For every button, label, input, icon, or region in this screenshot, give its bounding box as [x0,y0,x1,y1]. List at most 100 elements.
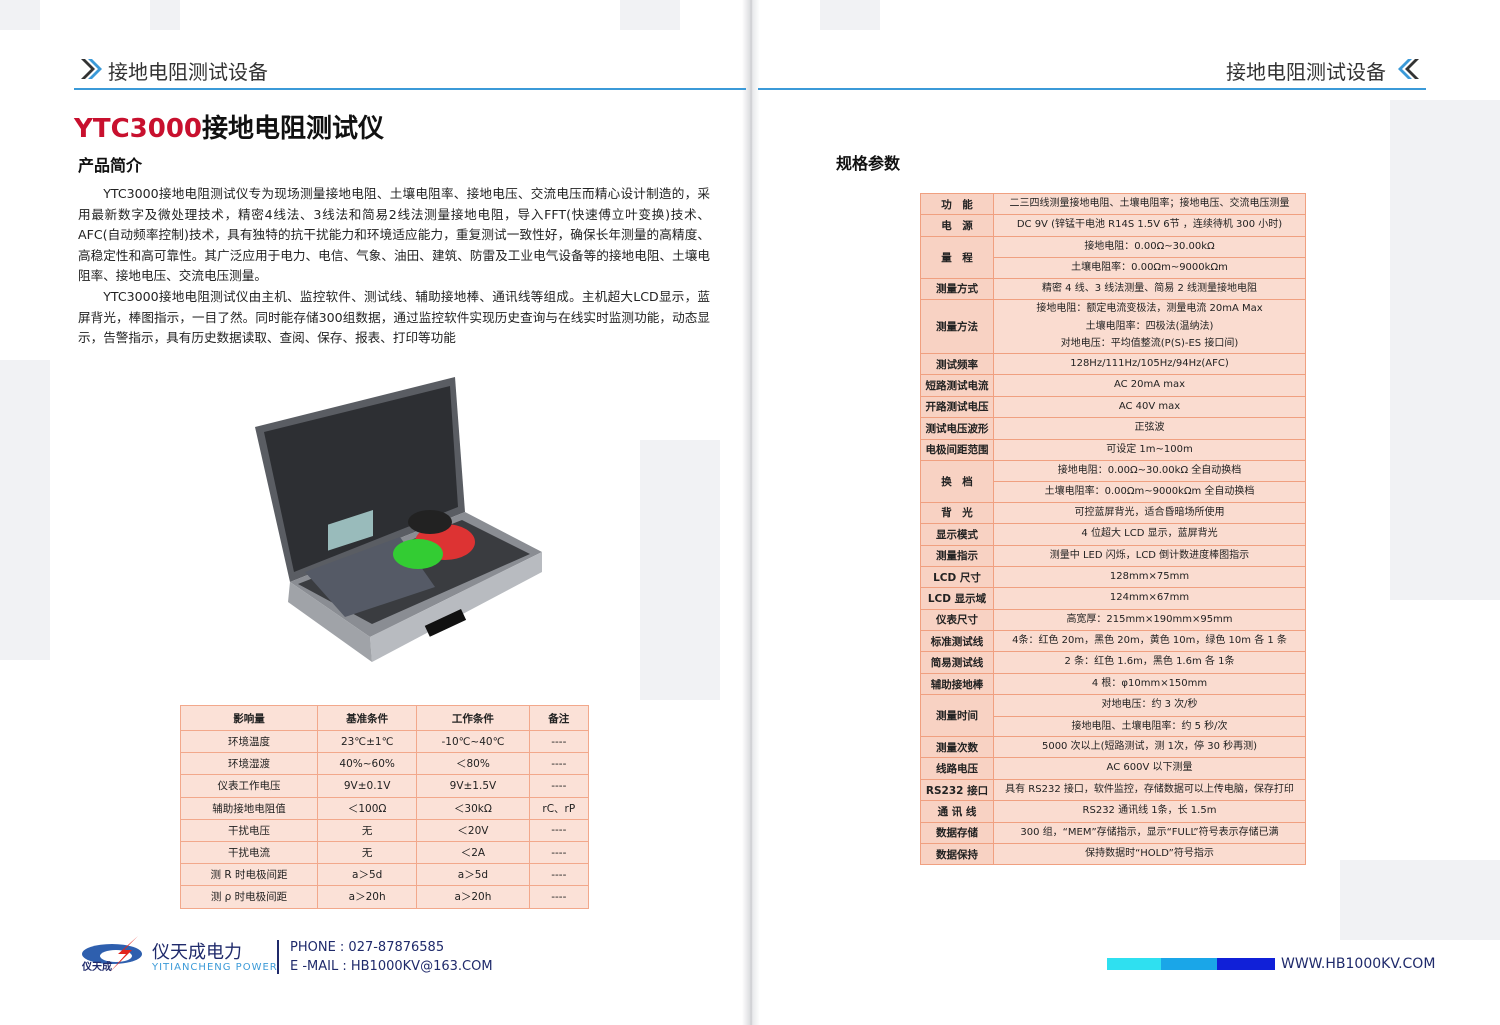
spec-value: 正弦波 [1134,422,1165,434]
table-row: 仪表工作电压 9V±0.1V 9V±1.5V ---- [179,774,590,798]
spec-values: 可控蓝屏背光，适合昏暗场所使用 [994,503,1305,523]
spec-row: 测试电压波形 正弦波 [921,418,1305,440]
spec-values: 接地电阻：0.00Ω~30.00kΩ 全自动换档 土壤电阻率：0.00Ωm~900… [994,461,1305,502]
spec-value: 测量中 LED 闪烁，LCD 倒计数进度棒图指示 [1049,549,1250,561]
table-cell: 仪表工作电压 [179,774,319,798]
spec-row: 线路电压 AC 600V 以下测量 [921,758,1305,780]
spec-value: RS232 通讯线 1条，长 1.5m [1082,805,1217,817]
svg-text:仪天成: 仪天成 [81,960,112,973]
bg-square [150,0,180,30]
table-cell: ---- [528,774,590,798]
color-bar [1161,958,1217,970]
table-cell: 23℃±1℃ [317,729,418,754]
bg-square [0,360,50,660]
spec-values: 128mm×75mm [994,567,1305,587]
table-cell: -10℃~40℃ [416,729,530,754]
table-cell: a＞5d [317,863,418,887]
section-header-right: 接地电阻测试设备 [1226,60,1386,84]
product-title: YTC3000接地电阻测试仪 [74,114,385,144]
table-row: 辅助接地电阻值 ＜100Ω ＜30kΩ rC、rP [179,796,590,820]
spec-label: 线路电压 [921,758,994,779]
spec-label: 数据存储 [921,822,994,843]
company-logo: 仪天成 [81,936,142,973]
spec-label: 测量方式 [921,278,994,299]
table-row: 环境温度 23℃±1℃ -10℃~40℃ ---- [179,729,590,754]
spec-row: 测量方式 精密 4 线、3 线法测量、简易 2 线测量接地电阻 [921,278,1305,300]
table-cell: ---- [528,885,590,909]
chevron-left-icon [1398,59,1419,79]
spec-label: 短路测试电流 [921,375,994,396]
spec-row: 标准测试线 4条：红色 20m，黑色 20m，黄色 10m，绿色 10m 各 1 … [921,631,1305,653]
spec-row: 功 能 二三四线测量接地电阻、土壤电阻率；接地电压、交流电压测量 [921,194,1305,216]
spec-label: RS232 接口 [921,779,994,801]
spec-row: 数据保持 保持数据时“HOLD”符号指示 [921,844,1305,865]
spec-row: 测试频率 128Hz/111Hz/105Hz/94Hz(AFC) [921,354,1305,376]
spec-values: 4条：红色 20m，黑色 20m，黄色 10m，绿色 10m 各 1 条 [994,631,1305,651]
table-row: 测 ρ 时电极间距 a＞20h a＞20h ---- [179,885,590,909]
color-bar [1217,958,1275,970]
page-fold [742,0,760,1025]
table-cell: ---- [528,729,590,754]
spec-values: 高宽厚：215mm×190mm×95mm [994,610,1305,630]
table-cell: 40%~60% [317,752,418,776]
spec-row: 辅助接地棒 4 根：φ10mm×150mm [921,673,1305,696]
spec-value: AC 600V 以下测量 [1106,762,1193,774]
table-row: 干扰电流无＜2A ---- [179,840,590,865]
website: WWW.HB1000KV.COM [1281,956,1436,972]
spec-value: AC 40V max [1118,400,1181,412]
table-cell: ＜100Ω [317,796,418,820]
table-cell: a＞5d [416,863,530,887]
table-cell: 9V±0.1V [317,774,418,798]
spec-row: 换 档接地电阻：0.00Ω~30.00kΩ 全自动换档 土壤电阻率：0.00Ωm~… [921,460,1305,503]
product-photo [255,377,542,662]
spec-value: 可控蓝屏背光，适合昏暗场所使用 [1074,506,1225,518]
spec-values: 124mm×67mm [994,588,1305,608]
column-header: 工作条件 [416,705,530,731]
footer-divider [277,940,279,974]
spec-row: 显示模式 4 位超大 LCD 显示，蓝屏背光 [921,524,1305,546]
spec-label: 开路测试电压 [921,396,994,418]
spec-values: AC 40V max [994,397,1305,417]
phone: PHONE : 027-87876585 [290,940,445,955]
table-cell: 无 [317,840,418,865]
spec-value: 土壤电阻率：0.00Ωm~9000kΩm [994,257,1305,277]
spec-label: LCD 显示域 [921,588,994,609]
bg-square [0,0,40,30]
spec-label: 通 讯 线 [921,801,994,822]
spec-row: LCD 显示域 124mm×67mm [921,588,1305,610]
spec-label: LCD 尺寸 [921,566,994,588]
spec-row: RS232 接口 具有 RS232 接口，软件监控，存储数据可以上传电脑，保存打印 [921,779,1305,802]
intro-text: YTC3000接地电阻测试仪专为现场测量接地电阻、土壤电阻率、接地电压、交流电压… [78,184,710,349]
table-row: 干扰电压无＜20V ---- [179,818,590,842]
spec-value: 土壤电阻率：0.00Ωm~9000kΩm 全自动换档 [994,481,1305,501]
table-cell: 测 ρ 时电极间距 [179,885,319,909]
spec-value: 对地电压：平均值整流(P(S)-ES 接口间) [1060,338,1239,350]
spec-value: 接地电阻：0.00Ω~30.00kΩ [1084,240,1215,252]
spec-row: 开路测试电压 AC 40V max [921,396,1305,419]
table-cell: 辅助接地电阻值 [179,796,319,820]
spec-label: 简易测试线 [921,652,994,673]
table-cell: 无 [317,818,418,842]
bg-square [620,0,680,30]
spec-row: LCD 尺寸 128mm×75mm [921,566,1305,589]
table-cell: ＜2A [416,840,530,865]
spec-label: 标准测试线 [921,631,994,652]
spec-value: 2 条：红色 1.6m，黑色 1.6m 各 1条 [1064,656,1235,668]
spec-row: 电 源 DC 9V (锌锰干电池 R14S 1.5V 6节 ，连续待机 300 小… [921,215,1305,237]
spec-value: AC 20mA max [1113,379,1186,391]
spec-values: 对地电压：约 3 次/秒 接地电阻、土壤电阻率：约 5 秒/次 [994,695,1305,736]
bg-square [820,0,880,30]
spec-label: 仪表尺寸 [921,609,994,631]
spec-row: 测量时间 对地电压：约 3 次/秒 接地电阻、土壤电阻率：约 5 秒/次 [921,695,1305,738]
table-cell: 环境温度 [179,729,319,754]
spec-values: 测量中 LED 闪烁，LCD 倒计数进度棒图指示 [994,546,1305,566]
table-cell: a＞20h [416,885,530,909]
spec-value: DC 9V (锌锰干电池 R14S 1.5V 6节 ，连续待机 300 小时) [1016,219,1283,231]
spec-values: 5000 次以上(短路测试，测 1次，停 30 秒再测) [994,737,1305,757]
bg-square [640,440,720,700]
spec-value: 具有 RS232 接口，软件监控，存储数据可以上传电脑，保存打印 [1005,783,1294,795]
spec-value: 4 根：φ10mm×150mm [1091,677,1208,689]
spec-label: 测量时间 [921,695,994,737]
spec-label: 功 能 [921,194,994,215]
spec-row: 数据存储 300 组，“MEM”存储指示，显示“FULL”符号表示存储已满 [921,822,1305,844]
